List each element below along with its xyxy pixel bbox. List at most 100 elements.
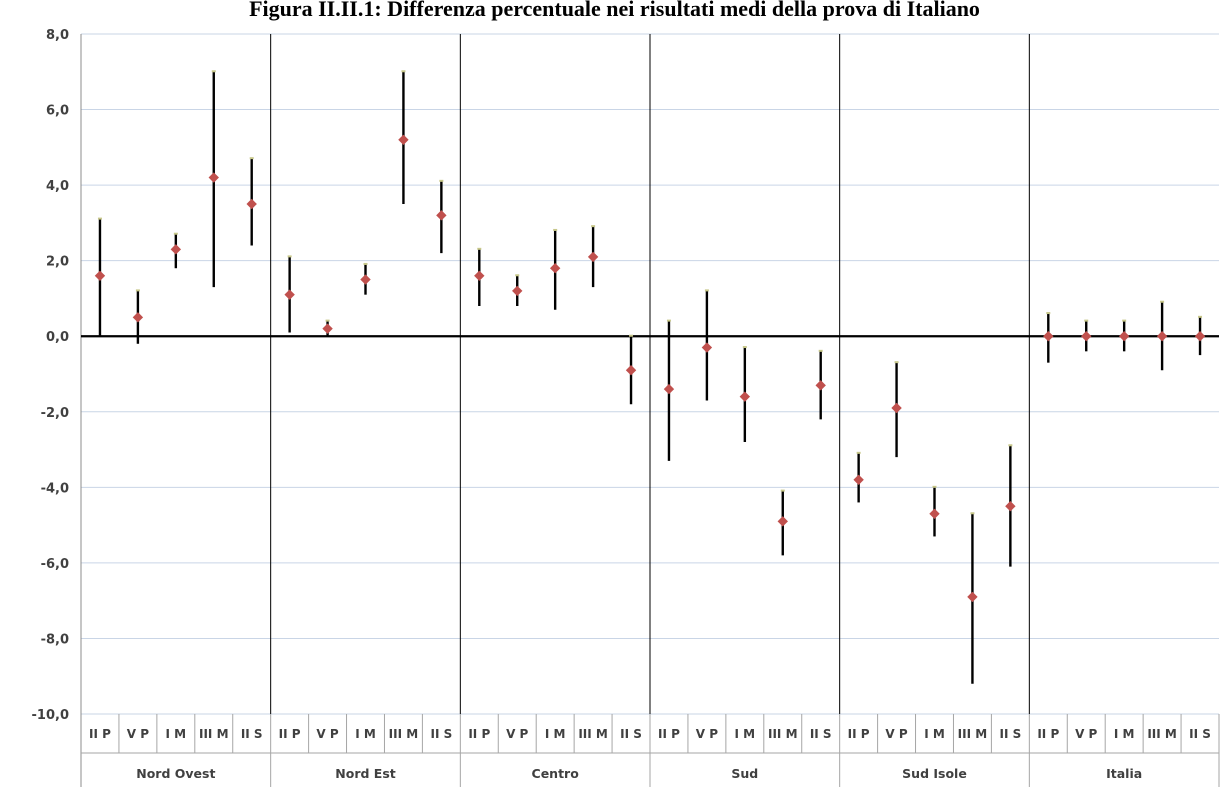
chart-frame (80, 34, 1220, 787)
error-bar-cap (439, 179, 444, 182)
error-bar-cap (1122, 319, 1127, 322)
error-bar-cap (1008, 444, 1013, 447)
data-point (170, 244, 182, 255)
category-label: II S (430, 727, 452, 741)
category-label: III M (958, 727, 988, 741)
error-bar-cap (894, 361, 899, 364)
data-point (360, 274, 371, 285)
group-label: Centro (532, 766, 580, 781)
error-bar-cap (477, 247, 482, 250)
y-tick-label: 0,0 (46, 330, 69, 345)
error-bar-cap (173, 232, 178, 235)
data-point (853, 474, 864, 485)
data-point (815, 380, 826, 391)
chart-title: Figura II.II.1: Differenza percentuale n… (249, 0, 980, 21)
category-label: V P (696, 727, 718, 741)
data-point (1043, 331, 1054, 342)
data-point (1005, 501, 1016, 512)
error-bar-cap (211, 70, 216, 73)
error-bar-cap (1046, 312, 1051, 315)
y-tick-label: 4,0 (46, 179, 69, 194)
y-tick-label: -4,0 (41, 481, 69, 496)
category-label: III M (768, 727, 798, 741)
y-tick-label: -10,0 (32, 708, 69, 723)
error-bar-cap (629, 334, 634, 337)
data-point (549, 263, 561, 274)
category-label: I M (545, 727, 566, 741)
category-label: II P (279, 727, 301, 741)
error-bar-cap (591, 225, 596, 228)
data-point (1194, 331, 1206, 342)
error-bar-cap (666, 319, 671, 322)
error-bar-cap (135, 289, 140, 292)
error-bar-cap (401, 70, 406, 73)
category-label: III M (578, 727, 608, 741)
data-point (322, 323, 333, 334)
category-label: II P (848, 727, 870, 741)
error-bar-cap (818, 349, 823, 352)
category-label: II P (1037, 727, 1059, 741)
data-point (474, 270, 485, 281)
data-point (208, 172, 219, 183)
data-point (929, 508, 940, 519)
category-label: I M (1114, 727, 1135, 741)
y-tick-label: 8,0 (46, 28, 69, 43)
category-label: III M (199, 727, 229, 741)
data-point (1081, 331, 1092, 342)
group-label: Nord Est (335, 766, 395, 781)
data-point (701, 342, 713, 353)
category-label: I M (924, 727, 945, 741)
category-label: I M (166, 727, 187, 741)
category-label: II S (1189, 727, 1211, 741)
data-point (436, 210, 447, 221)
error-bar-cap (287, 255, 292, 258)
error-bar-cap (325, 319, 330, 322)
category-label: I M (735, 727, 756, 741)
y-tick-label: -8,0 (41, 632, 69, 647)
data-point (587, 251, 599, 263)
group-label: Italia (1106, 766, 1142, 781)
data-point (398, 134, 409, 145)
error-bar-cap (97, 217, 102, 220)
data-point (246, 198, 257, 210)
error-bar-cap (970, 512, 975, 515)
data-point (94, 270, 106, 281)
category-label: V P (506, 727, 528, 741)
category-label: III M (389, 727, 419, 741)
data-point (284, 289, 295, 300)
data-point (891, 402, 902, 414)
error-bar-cap (780, 489, 785, 492)
data-point (739, 391, 751, 402)
category-label: II S (810, 727, 832, 741)
data-point (967, 591, 978, 603)
error-bar-cap (1160, 300, 1165, 303)
error-bar-cap (363, 262, 368, 265)
category-label: II S (999, 727, 1021, 741)
y-axis-tick-labels: 8,0 6,0 4,0 2,0 0,0 -2,0 -4,0 -6,0 -8,0 -10,0 (32, 28, 69, 723)
error-bar-cap (932, 485, 937, 488)
y-tick-label: -6,0 (41, 557, 69, 572)
error-bar-cap (515, 274, 520, 277)
data-point (663, 383, 675, 395)
error-bar-cap (856, 451, 861, 454)
data-point (777, 516, 788, 527)
group-label: Nord Ovest (136, 766, 215, 781)
y-tick-label: -2,0 (41, 406, 69, 421)
data-point (1156, 331, 1168, 342)
group-label: Sud (731, 766, 758, 781)
category-label: II S (620, 727, 642, 741)
error-bar-cap (742, 346, 747, 349)
category-label: V P (127, 727, 149, 741)
data-point (1118, 331, 1130, 342)
y-tick-label: 2,0 (46, 255, 69, 270)
data-point (132, 312, 144, 323)
category-label: II P (89, 727, 111, 741)
category-label: III M (1147, 727, 1177, 741)
category-label: V P (316, 727, 338, 741)
category-label: V P (1075, 727, 1097, 741)
error-bar-cap (553, 228, 558, 231)
error-bar-cap (1084, 319, 1089, 322)
category-label: II P (658, 727, 680, 741)
category-label: II P (468, 727, 490, 741)
